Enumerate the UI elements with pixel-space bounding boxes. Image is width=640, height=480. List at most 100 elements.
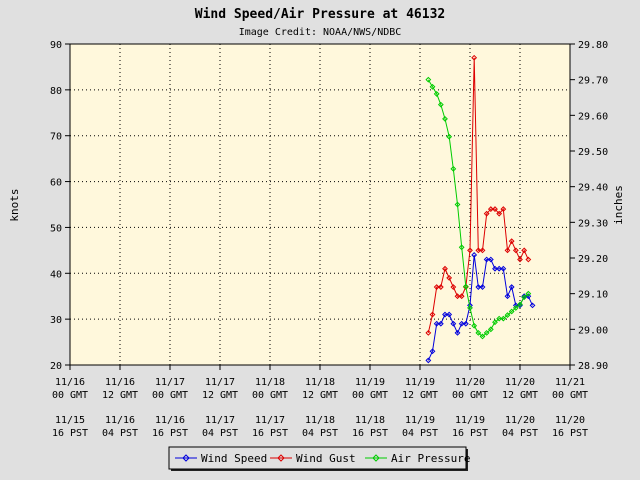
- data-point-air-pressure: [475, 329, 482, 336]
- data-point-wind-gust: [500, 206, 507, 212]
- x-tick-label-pst-hour: 04 PST: [302, 428, 338, 439]
- x-tick-label-gmt-date: 11/16: [105, 377, 135, 388]
- data-point-wind-gust: [458, 293, 465, 300]
- data-point-wind-gust: [483, 210, 490, 217]
- data-point-wind-speed: [471, 252, 478, 258]
- data-point-wind-speed: [479, 284, 486, 290]
- series-line-wind-gust: [427, 57, 529, 334]
- data-point-air-pressure: [517, 301, 523, 308]
- data-point-wind-gust: [442, 265, 448, 272]
- data-point-wind-speed: [425, 357, 432, 364]
- data-point-air-pressure: [425, 76, 432, 83]
- x-tick-label-pst-date: 11/20: [505, 415, 535, 426]
- x-tick-label-gmt-hour: 00 GMT: [52, 390, 88, 401]
- data-point-air-pressure: [512, 305, 519, 311]
- x-tick-label-gmt-date: 11/19: [405, 377, 435, 388]
- legend-marker-wind-gust: [277, 454, 285, 462]
- data-point-wind-speed: [504, 293, 511, 300]
- x-tick-label-gmt-date: 11/18: [305, 377, 335, 388]
- data-point-wind-gust: [454, 293, 461, 300]
- data-point-wind-speed: [437, 320, 444, 327]
- data-point-wind-gust: [450, 284, 457, 290]
- y-left-tick-label: 60: [50, 178, 62, 189]
- data-point-wind-gust: [492, 206, 498, 212]
- x-tick-label-gmt-date: 11/21: [555, 377, 585, 388]
- data-point-wind-speed: [475, 284, 482, 290]
- data-point-wind-gust: [446, 274, 453, 281]
- data-point-wind-gust: [525, 256, 532, 263]
- x-tick-label-pst-hour: 16 PST: [552, 428, 588, 439]
- x-tick-label-pst-date: 11/18: [355, 415, 385, 426]
- x-tick-label-pst-hour: 04 PST: [502, 428, 538, 439]
- data-point-wind-gust: [517, 256, 523, 263]
- data-point-wind-speed: [508, 284, 515, 290]
- y-left-tick-label: 30: [50, 315, 62, 326]
- data-point-air-pressure: [504, 312, 511, 318]
- series-line-air-pressure: [427, 79, 529, 338]
- data-point-air-pressure: [437, 101, 444, 108]
- x-tick-label-pst-hour: 16 PST: [52, 428, 88, 439]
- data-point-wind-gust: [521, 247, 528, 254]
- data-point-wind-speed: [442, 311, 448, 318]
- data-point-wind-speed: [496, 265, 503, 272]
- series-air-pressure: [425, 76, 532, 340]
- x-tick-label-gmt-date: 11/19: [355, 377, 385, 388]
- data-point-wind-speed: [446, 311, 453, 318]
- x-tick-label-pst-date: 11/16: [105, 415, 135, 426]
- y-right-tick-label: 29.40: [578, 183, 608, 194]
- x-tick-label-gmt-hour: 12 GMT: [102, 390, 138, 401]
- data-point-wind-speed: [462, 320, 469, 327]
- data-point-air-pressure: [483, 329, 490, 336]
- x-tick-label-gmt-hour: 12 GMT: [202, 390, 238, 401]
- data-point-wind-speed: [500, 265, 507, 272]
- data-point-wind-gust: [508, 238, 515, 245]
- data-point-air-pressure: [500, 315, 507, 322]
- data-point-air-pressure: [433, 91, 440, 97]
- data-point-wind-gust: [479, 247, 486, 254]
- data-point-wind-gust: [471, 54, 478, 61]
- data-point-air-pressure: [450, 165, 457, 172]
- x-tick-label-gmt-hour: 00 GMT: [452, 390, 488, 401]
- x-tick-label-gmt-date: 11/16: [55, 377, 85, 388]
- series-wind-speed: [425, 252, 536, 364]
- legend-label-air-pressure: Air Pressure: [391, 452, 470, 465]
- chart-subtitle: Image Credit: NOAA/NWS/NDBC: [239, 27, 402, 38]
- y-right-tick-label: 29.60: [578, 111, 608, 122]
- data-point-air-pressure: [479, 333, 486, 340]
- x-tick-label-gmt-date: 11/17: [155, 377, 185, 388]
- data-point-wind-speed: [429, 348, 436, 355]
- data-point-wind-gust: [487, 206, 494, 212]
- y-right-tick-label: 29.80: [578, 40, 608, 51]
- data-point-wind-gust: [496, 210, 503, 217]
- x-tick-label-pst-hour: 04 PST: [202, 428, 238, 439]
- x-tick-label-gmt-date: 11/20: [505, 377, 535, 388]
- data-point-air-pressure: [446, 133, 453, 140]
- x-tick-label-pst-date: 11/19: [405, 415, 435, 426]
- x-tick-label-pst-hour: 04 PST: [102, 428, 138, 439]
- data-point-air-pressure: [458, 244, 465, 251]
- data-point-air-pressure: [429, 83, 436, 90]
- legend-label-wind-speed: Wind Speed: [201, 452, 267, 465]
- data-point-wind-speed: [433, 320, 440, 327]
- x-tick-label-gmt-hour: 00 GMT: [252, 390, 288, 401]
- x-tick-label-pst-date: 11/15: [55, 415, 85, 426]
- y-right-tick-label: 29.20: [578, 254, 608, 265]
- y-right-tick-label: 28.90: [578, 361, 608, 372]
- y-left-tick-label: 90: [50, 40, 62, 51]
- right-axis-label: inches: [612, 185, 625, 225]
- y-left-tick-label: 20: [50, 361, 62, 372]
- y-left-tick-label: 80: [50, 86, 62, 97]
- data-point-wind-gust: [512, 247, 519, 254]
- y-right-tick-label: 29.00: [578, 325, 608, 336]
- data-point-wind-speed: [492, 265, 498, 272]
- chart-title: Wind Speed/Air Pressure at 46132: [195, 7, 445, 22]
- x-tick-label-pst-date: 11/20: [555, 415, 585, 426]
- data-point-air-pressure: [521, 294, 528, 301]
- x-tick-label-gmt-hour: 12 GMT: [402, 390, 438, 401]
- axis-ticks: 11/16 00 GMT 11/15 16 PST 11/16 12 GMT 11/16 04…: [50, 40, 608, 439]
- data-point-wind-speed: [529, 302, 536, 309]
- data-point-wind-speed: [487, 256, 494, 263]
- y-right-tick-label: 29.50: [578, 147, 608, 158]
- data-point-air-pressure: [467, 305, 473, 311]
